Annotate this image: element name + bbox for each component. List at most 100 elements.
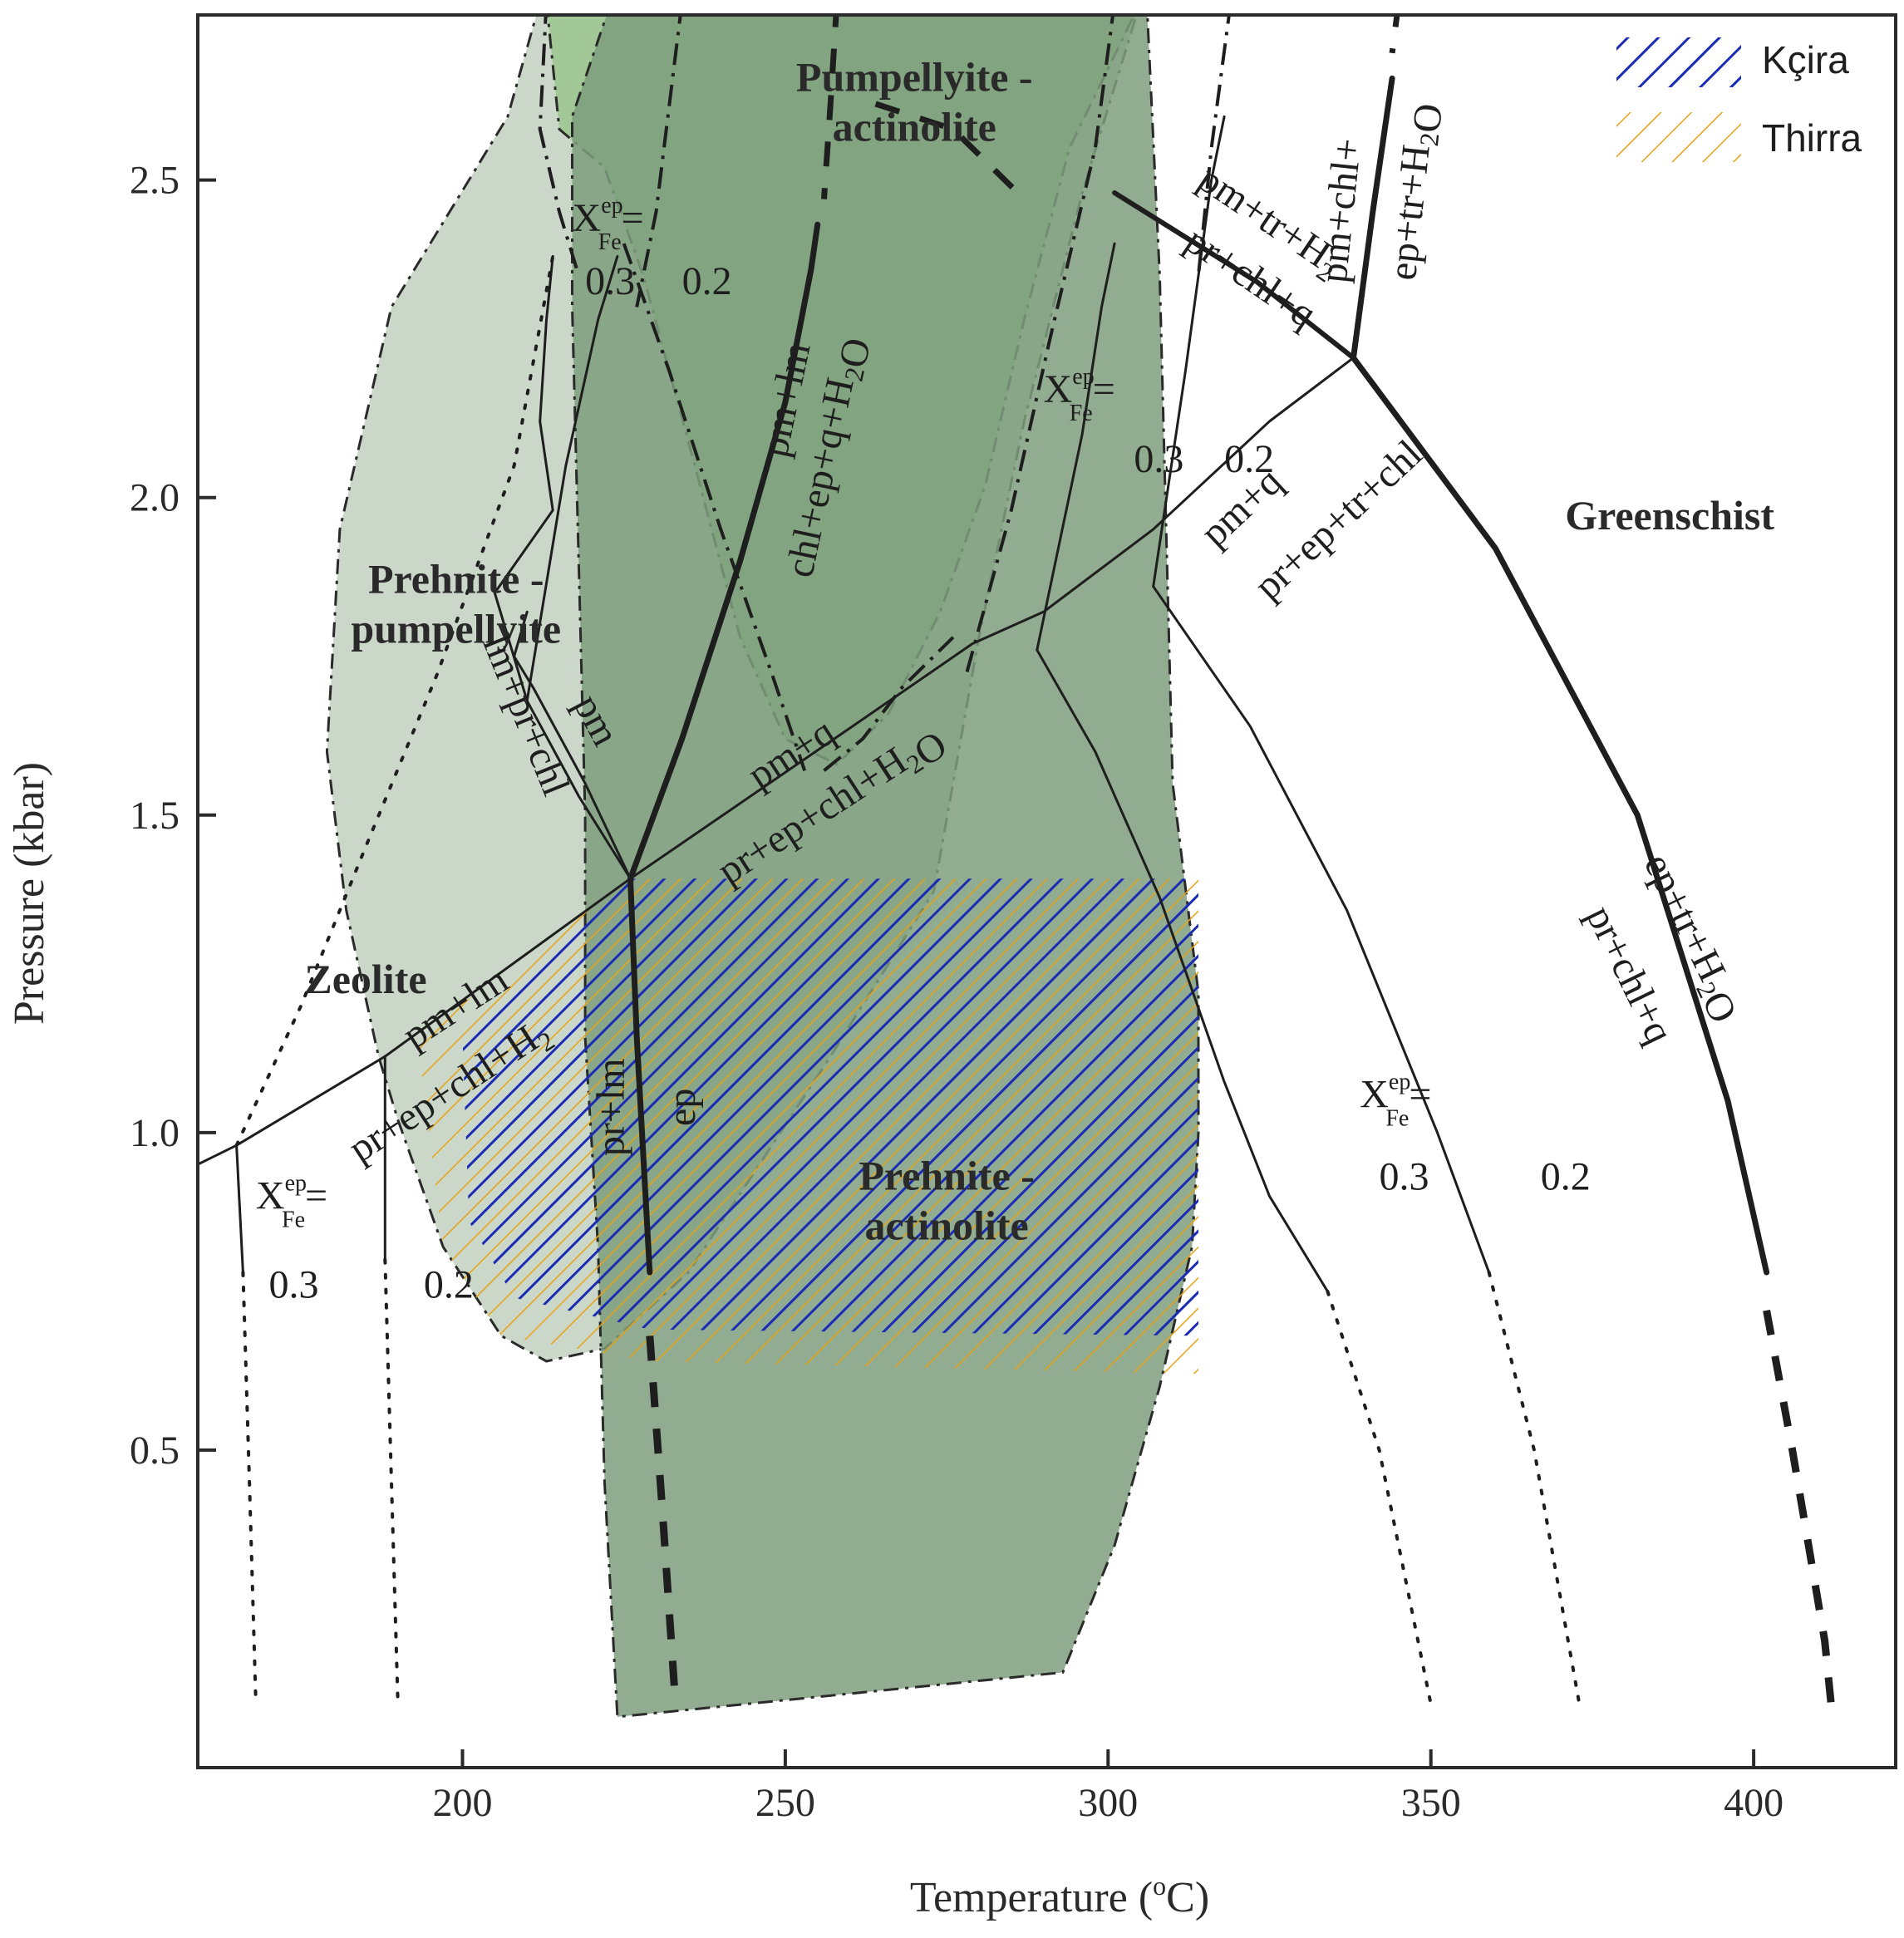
xfe-expression: Xep Fe= [573,193,644,255]
x-tick-label: 300 [1078,1781,1138,1825]
region-main-green [571,15,1200,1719]
rxn-sub: 2 [1414,131,1444,148]
x-tick-label: 350 [1401,1781,1461,1825]
xfe-value: 0.2 [682,259,732,303]
line-pa-pra-boundary [1036,648,1329,1293]
y-tick-label: 0.5 [130,1429,180,1473]
reaction-label: pr+lm [589,1058,633,1156]
xfe-value: 0.3 [1134,437,1183,481]
reaction-label: ep [660,1089,704,1126]
field-label-line: actinolite [833,104,996,150]
field-label-line: Pumpellyite - [796,54,1033,101]
xfe-eq: = [622,196,644,240]
field-label-line: Prehnite - [368,555,544,602]
xfe-sup: ep [601,193,622,219]
line-x-0.3-left [235,1144,244,1274]
line-dotted-0.2-right [1487,1271,1582,1706]
line-dashed-thick-top [874,101,1026,202]
xfe-value: 0.2 [1224,437,1274,481]
legend-swatch-thirra [1616,112,1741,162]
legend-swatch-kcira [1616,37,1741,87]
y-tick-label: 1.5 [130,794,180,838]
plot-frame [196,13,1897,1769]
xfe-sub: Fe [1070,401,1093,426]
plot-area [198,15,1835,1719]
line-dashed-pm-top [821,15,839,199]
y-tick-label: 1.0 [130,1111,180,1155]
x-tick-label: 250 [755,1781,815,1825]
xfe-expression: Xep Fe= [256,1171,327,1233]
field-label-prehnite-actinolite: Prehnite -actinolite [859,1153,1035,1249]
xfe-sup: ep [1389,1069,1410,1094]
xfe-value: 0.2 [1541,1155,1591,1199]
line-pm+lm=chl+ep+q+H2O [627,221,821,882]
xfe-value: 0.2 [424,1263,474,1307]
xfe-x: X [256,1174,285,1218]
x-axis-title-tail: C) [1166,1874,1209,1921]
line-dotted-left-0.2 [383,1257,400,1706]
legend-label-kcira: Kçira [1762,38,1849,81]
field-label-line: Greenschist [1565,492,1774,539]
reaction-lines [198,75,1770,1293]
xfe-x: X [1360,1072,1389,1116]
x-axis-title-text: Temperature ( [910,1874,1153,1921]
field-label-line: actinolite [865,1203,1029,1249]
xfe-sub: Fe [282,1208,305,1233]
xfe-sub: Fe [598,229,622,255]
y-axis-title: Pressure (kbar) [6,762,53,1025]
rxn-text: H [1391,142,1438,175]
line-dotted-0.3-right [1326,1289,1433,1706]
line-x-0.2-pa [1152,115,1226,588]
line-pm=pr+lm [493,254,632,880]
xfe-value: 0.3 [268,1263,318,1307]
line-dashdot-x03-right [964,15,1115,676]
dashed-lines [234,15,1835,1706]
field-label-zeolite: Zeolite [304,956,426,1002]
legend: Kçira Thirra [1616,37,1862,162]
line-dashdot-x02-top [635,15,682,307]
hatched-regions [417,878,1199,1375]
xfe-expression: Xep Fe= [1360,1069,1431,1131]
xfe-eq: = [305,1174,327,1218]
rxn-text: ep [660,1089,704,1126]
xfe-x: X [573,196,602,240]
field-label-greenschist: Greenschist [1565,492,1774,539]
xfe-eq: = [1093,367,1115,411]
x-tick-label: 400 [1724,1781,1783,1825]
line-lm+pr+chl [513,610,632,880]
line-greenschist-0.2 [1152,585,1491,1274]
reaction-label: pm+chl+ [1311,136,1370,285]
x-tick-label: 200 [432,1781,492,1825]
line-dashed-thick-right [1389,15,1400,54]
line-x-0.2-ppm [525,254,619,702]
xfe-sub: Fe [1385,1105,1409,1131]
rxn-text: ep+tr+ [1636,847,1722,962]
xfe-eq: = [1409,1072,1431,1116]
x-axis-title: Temperature (oC) [910,1871,1209,1921]
hatch-kcira [462,878,1198,1336]
line-x-0.3-pa [1036,242,1116,652]
xfe-sup: ep [285,1171,307,1197]
rxn-sub: 2 [839,365,871,384]
line-pm+chl+q=ep+tr+H2O [1351,75,1395,362]
xfe-x: X [1044,367,1073,411]
field-label-pumpellyite-actinolite: Pumpellyite -actinolite [796,54,1033,150]
field-label-line: Zeolite [304,956,426,1002]
x-axis-title-sup: o [1153,1871,1166,1901]
field-label-line: Prehnite - [859,1153,1035,1199]
rxn-text: ep+tr+ [1380,171,1435,283]
line-pm+tr+H2O=pr+chl+q [1112,190,1356,361]
line-dotted-left-0.3 [241,1271,258,1706]
line-pm+q=pr+ep+chl+H2O [629,357,1355,880]
line-dashed-ep [646,1335,680,1704]
rxn-text: O [1405,101,1451,135]
line-dashed-greenschist [1763,1309,1835,1705]
line-dashdot-pa-left [622,243,807,771]
xfe-value: 0.3 [585,259,635,303]
xfe-value: 0.3 [1380,1155,1429,1199]
line-pr+chl+q=ep+tr+H2O [1351,355,1770,1276]
y-axis-ticks: 0.5 1.0 1.5 2.0 2.5 [130,159,216,1473]
